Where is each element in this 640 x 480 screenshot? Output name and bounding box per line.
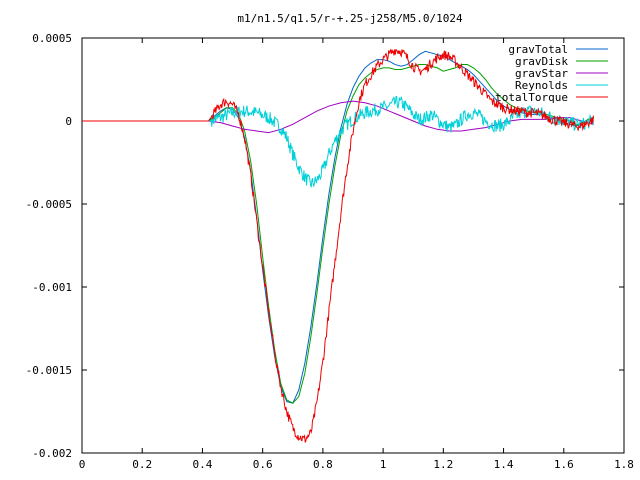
plot-frame: [81, 37, 625, 454]
y-tick-label: -0.002: [32, 447, 72, 460]
y-tick-label: 0: [65, 115, 72, 128]
y-tick-label: 0.0005: [32, 32, 72, 45]
x-tick-label: 0.2: [132, 458, 152, 471]
series-line-gravStar: [82, 100, 595, 134]
axis-ticks: 0 0.2 0.4 0.6 0.8 1 1.2 1.4 1.6 1.8 0.0005 0 -0.0005…: [26, 32, 634, 471]
legend: gravTotalgravDiskgravStarReynoldstotalTo…: [495, 43, 608, 104]
x-tick-label: 0.6: [253, 458, 273, 471]
y-tick-label: -0.0015: [26, 364, 72, 377]
x-tick-label: 0.4: [193, 458, 213, 471]
chart-title: m1/n1.5/q1.5/r-+.25-j258/M5.0/1024: [237, 12, 463, 25]
series-line-totalTorque: [82, 48, 594, 443]
y-tick-label: -0.0005: [26, 198, 72, 211]
series-line-gravDisk: [82, 64, 595, 404]
x-tick-label: 1.8: [614, 458, 634, 471]
legend-label-gravStar: gravStar: [515, 67, 568, 80]
y-tick-label: -0.001: [32, 281, 72, 294]
x-tick-label: 1.6: [554, 458, 574, 471]
series-lines: [82, 48, 595, 443]
legend-label-Reynolds: Reynolds: [515, 79, 568, 92]
x-tick-label: 1.2: [433, 458, 453, 471]
x-tick-label: 1: [380, 458, 387, 471]
legend-label-gravTotal: gravTotal: [508, 43, 568, 56]
legend-label-totalTorque: totalTorque: [495, 91, 568, 104]
x-tick-label: 0.8: [313, 458, 333, 471]
legend-label-gravDisk: gravDisk: [515, 55, 568, 68]
x-tick-label: 1.4: [494, 458, 514, 471]
x-tick-label: 0: [79, 458, 86, 471]
